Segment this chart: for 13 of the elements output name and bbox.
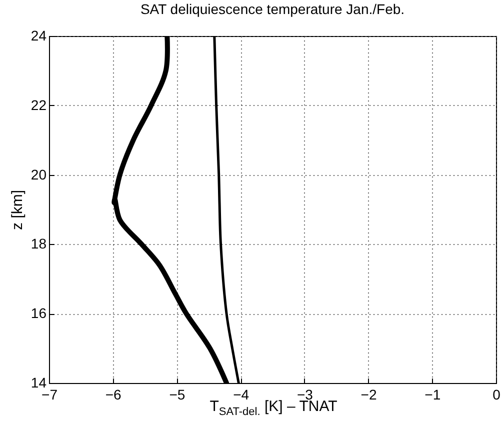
y-axis-title: z [km] bbox=[8, 190, 26, 230]
x-tick-label: −1 bbox=[424, 386, 441, 402]
y-tick-label: 22 bbox=[30, 96, 47, 113]
chart-title: SAT deliquiescence temperature Jan./Feb. bbox=[140, 1, 405, 17]
x-tick-label: −6 bbox=[105, 386, 122, 402]
x-tick-label: −5 bbox=[169, 386, 186, 402]
y-tick-label: 16 bbox=[30, 305, 47, 322]
y-tick-label: 24 bbox=[30, 28, 47, 44]
y-tick-label: 20 bbox=[30, 166, 47, 182]
x-tick-label: 0 bbox=[492, 386, 501, 402]
x-tick-label: −4 bbox=[233, 386, 250, 402]
x-tick-label: −2 bbox=[360, 386, 377, 402]
y-tick-label: 18 bbox=[30, 236, 47, 252]
